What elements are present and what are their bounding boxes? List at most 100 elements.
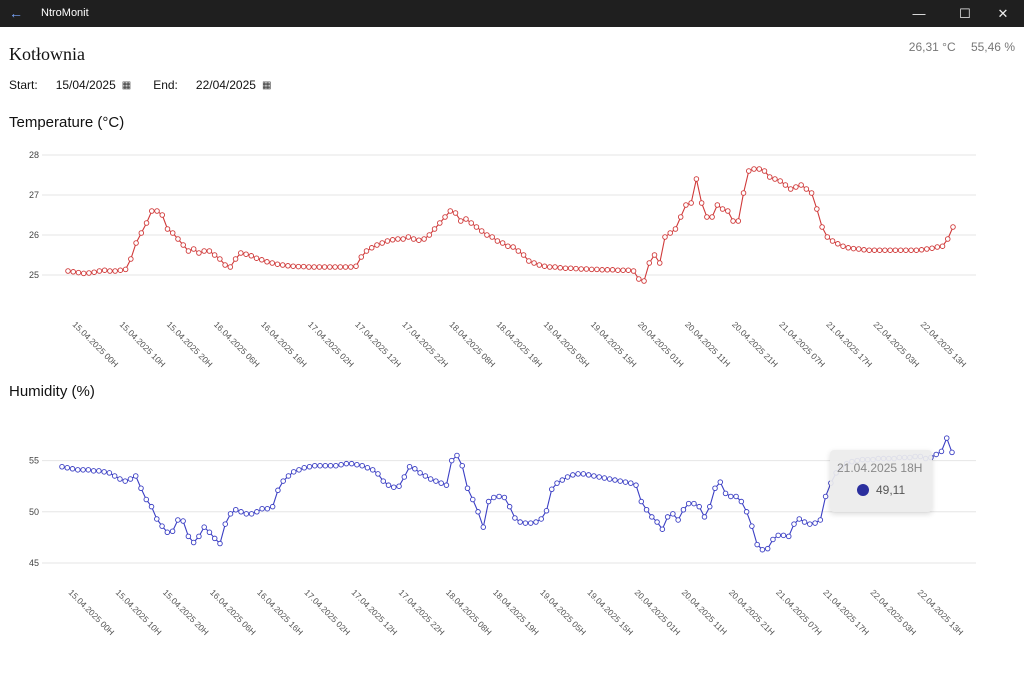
data-point[interactable] [416,237,422,243]
data-point[interactable] [770,536,776,543]
data-point[interactable] [756,166,762,172]
data-point[interactable] [248,511,255,517]
data-point[interactable] [233,507,239,513]
data-point[interactable] [740,190,747,196]
data-point[interactable] [285,473,292,479]
data-point[interactable] [459,462,465,469]
data-point[interactable] [433,478,439,484]
data-point[interactable] [749,523,755,529]
data-point[interactable] [206,248,213,254]
data-point[interactable] [128,256,134,262]
data-point[interactable] [427,476,434,482]
data-point[interactable] [759,546,766,553]
data-point[interactable] [337,264,344,270]
data-point[interactable] [96,468,102,474]
data-point[interactable] [379,240,385,246]
data-point[interactable] [452,210,459,216]
data-point[interactable] [887,247,893,253]
data-point[interactable] [499,240,506,246]
data-point[interactable] [638,498,645,505]
data-point[interactable] [101,267,108,273]
data-point[interactable] [238,250,244,256]
data-point[interactable] [274,261,281,267]
data-point[interactable] [808,190,815,196]
data-point[interactable] [764,545,771,552]
data-point[interactable] [628,480,634,486]
data-point[interactable] [232,256,239,262]
data-point[interactable] [159,212,166,218]
data-point[interactable] [496,493,502,500]
data-point[interactable] [835,241,841,247]
minimize-button[interactable]: — [912,6,926,21]
data-point[interactable] [464,485,471,491]
data-point[interactable] [517,519,523,525]
data-point[interactable] [175,517,181,523]
data-point[interactable] [494,238,501,244]
data-point[interactable] [929,245,935,251]
data-point[interactable] [138,485,144,491]
data-point[interactable] [934,244,941,250]
data-point[interactable] [772,176,778,182]
data-point[interactable] [819,224,825,230]
data-point[interactable] [327,462,334,469]
data-point[interactable] [897,247,904,253]
data-point[interactable] [405,234,412,240]
data-point[interactable] [938,448,945,455]
data-point[interactable] [515,248,522,254]
data-point[interactable] [132,473,139,479]
data-point[interactable] [680,507,687,513]
data-point[interactable] [321,264,328,270]
data-point[interactable] [785,533,792,540]
data-point[interactable] [259,505,265,512]
data-point[interactable] [400,236,406,242]
data-point[interactable] [190,246,197,252]
data-point[interactable] [470,496,476,503]
data-point[interactable] [410,236,417,242]
data-point[interactable] [133,240,139,246]
data-point[interactable] [438,480,444,486]
data-point[interactable] [412,466,418,472]
data-point[interactable] [401,474,408,480]
data-point[interactable] [185,533,192,540]
data-point[interactable] [817,517,824,523]
data-point[interactable] [196,533,202,540]
data-point[interactable] [322,462,329,469]
data-point[interactable] [107,268,113,274]
data-point[interactable] [707,503,713,510]
data-point[interactable] [612,477,618,483]
data-point[interactable] [866,247,872,253]
data-point[interactable] [421,236,427,242]
data-point[interactable] [389,237,396,243]
data-point[interactable] [717,479,724,485]
data-point[interactable] [850,245,857,252]
data-point[interactable] [101,469,107,475]
data-point[interactable] [751,166,757,172]
data-point[interactable] [259,257,265,263]
data-point[interactable] [269,503,276,510]
data-point[interactable] [719,206,726,212]
data-point[interactable] [279,262,286,268]
data-point[interactable] [541,263,548,269]
data-point[interactable] [646,260,653,266]
data-point[interactable] [243,251,249,257]
data-point[interactable] [426,232,433,238]
data-point[interactable] [562,265,569,271]
data-point[interactable] [549,486,555,493]
data-point[interactable] [211,535,218,542]
data-point[interactable] [491,494,497,501]
data-point[interactable] [685,500,692,507]
data-point[interactable] [599,267,605,273]
data-point[interactable] [117,476,123,482]
data-point[interactable] [522,520,529,526]
data-point[interactable] [814,206,820,212]
data-point[interactable] [201,524,207,530]
data-point[interactable] [908,247,914,253]
data-point[interactable] [855,246,862,252]
data-point[interactable] [733,493,739,500]
data-point[interactable] [149,208,155,214]
end-date-field[interactable]: 22/04/2025 [195,78,256,92]
data-point[interactable] [636,276,642,282]
data-point[interactable] [454,452,460,459]
